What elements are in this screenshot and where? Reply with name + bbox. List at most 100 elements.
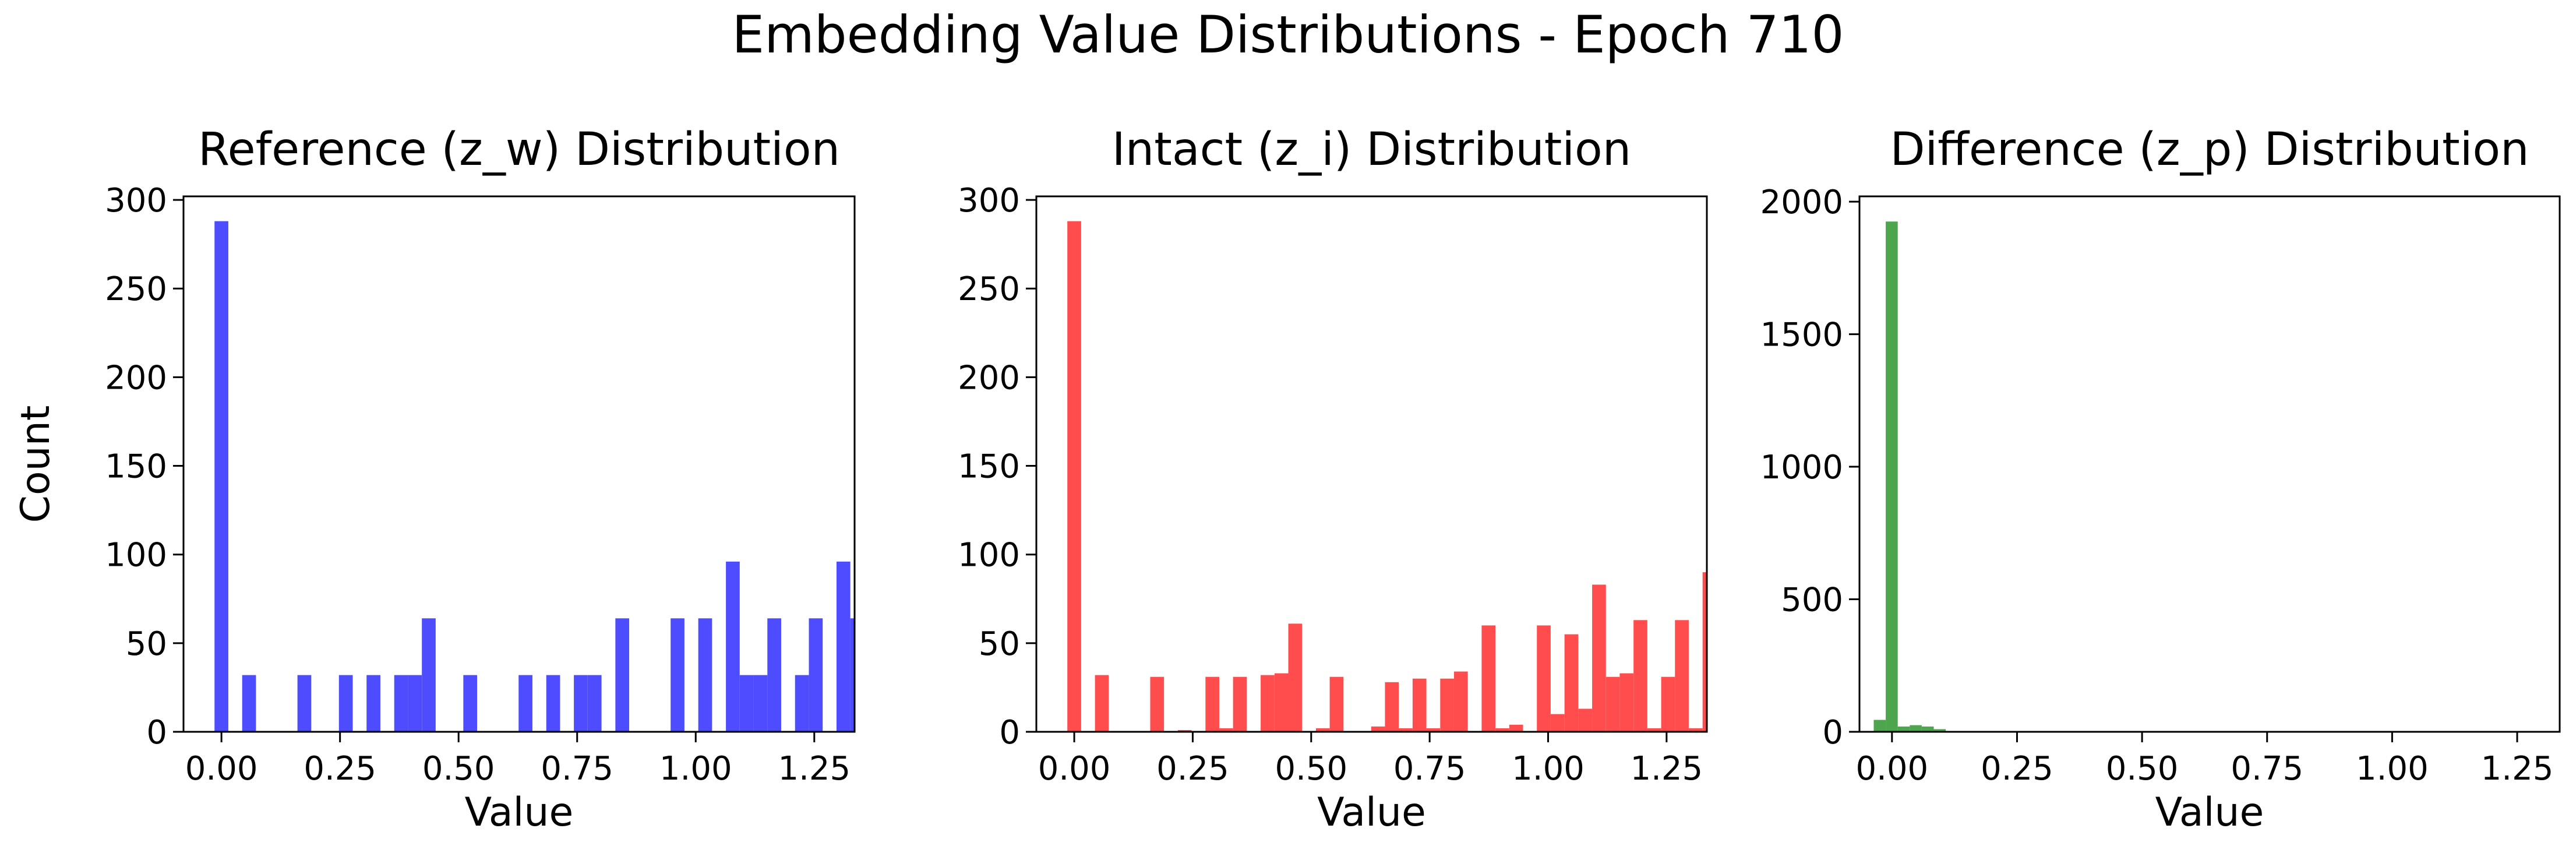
panel-title: Difference (z_p) Distribution [1890, 124, 2529, 176]
panel-3: 0.00 0.25 0.50 0.75 1.00 1.25 0 500 1000 1500 2000… [1760, 124, 2561, 836]
x-axis-label: Value [465, 789, 574, 836]
axes-frame [182, 195, 856, 733]
panel-title: Reference (z_w) Distribution [198, 124, 840, 176]
x-tick-label: 0.50 [1275, 750, 1347, 788]
histogram-bar [1633, 620, 1647, 732]
histogram-bar [1177, 729, 1192, 732]
histogram-bar [809, 618, 823, 732]
x-tick-label: 0.75 [2231, 750, 2303, 788]
x-tick-label: 1.00 [1512, 750, 1585, 788]
histogram-bar [1661, 676, 1675, 732]
histogram-bar [615, 618, 630, 732]
histogram-bar [1399, 728, 1413, 732]
y-tick-label: 250 [105, 270, 167, 308]
histogram-bar [1495, 728, 1509, 732]
histogram-bar [1067, 221, 1081, 732]
x-tick-label: 1.25 [2481, 750, 2554, 788]
histogram-bar [587, 675, 602, 732]
x-tick-label: 0.25 [1156, 750, 1229, 788]
histogram-bar [1453, 671, 1468, 732]
x-tick-label: 1.00 [659, 750, 732, 788]
y-tick-label: 200 [105, 359, 167, 397]
histogram-bar [1329, 676, 1344, 732]
y-tick-label: 200 [958, 359, 1020, 397]
x-tick-label: 0.50 [422, 750, 495, 788]
y-tick-label: 150 [958, 448, 1020, 486]
x-tick-label: 0.25 [304, 750, 376, 788]
histogram-bar [408, 675, 422, 732]
histogram-bar [1675, 620, 1689, 732]
y-tick-label: 50 [126, 625, 167, 663]
histogram-bar [1537, 625, 1551, 732]
histogram-bar [1619, 673, 1634, 732]
histogram-bar [1578, 709, 1592, 732]
histogram-bar [1412, 678, 1427, 732]
histogram-bar [1205, 676, 1219, 732]
y-tick-label: 50 [979, 625, 1020, 663]
histogram-bar [1385, 682, 1399, 732]
y-tick-label: 100 [105, 537, 167, 574]
histogram-bar [518, 675, 532, 732]
y-tick-label: 300 [958, 182, 1020, 220]
y-tick-label: 1000 [1760, 449, 1843, 487]
panel-1: 0.00 0.25 0.50 0.75 1.00 1.25 0 50 100 150 200 250 3… [13, 124, 856, 836]
x-axis-label: Value [1317, 789, 1426, 836]
histogram-bar [850, 618, 855, 732]
histogram-bar [1219, 728, 1233, 732]
x-axis-label: Value [2155, 789, 2264, 836]
histogram-bar [1274, 673, 1289, 732]
histogram-bar [366, 675, 380, 732]
y-tick-label: 1500 [1760, 316, 1843, 354]
histogram-bar [1592, 584, 1606, 732]
histogram-bar [1509, 724, 1523, 732]
histogram-bar [1315, 728, 1330, 732]
figure-title: Embedding Value Distributions - Epoch 71… [732, 5, 1844, 65]
histogram-bar [767, 618, 781, 732]
histogram-bar [1095, 675, 1109, 732]
axes-frame [1858, 195, 2561, 733]
histogram-bar [574, 675, 588, 732]
histogram-bar [214, 221, 228, 732]
y-tick-label: 0 [146, 714, 167, 752]
histogram-bar [726, 561, 740, 732]
y-tick-label: 2000 [1760, 184, 1843, 221]
x-tick-label: 1.00 [2356, 750, 2429, 788]
y-tick-label: 0 [999, 714, 1020, 752]
x-tick-label: 0.25 [1981, 750, 2053, 788]
histogram-bar [698, 618, 712, 732]
x-tick-label: 0.00 [1038, 750, 1111, 788]
x-tick-label: 0.75 [1393, 750, 1466, 788]
histogram-bar [422, 618, 436, 732]
axes-frame [1035, 195, 1708, 733]
x-tick-label: 0.00 [1855, 750, 1928, 788]
histogram-bar [297, 675, 312, 732]
x-tick-label: 1.25 [778, 750, 851, 788]
histogram-bar [1550, 714, 1565, 732]
histogram-bar [1605, 676, 1620, 732]
histogram-bar [795, 675, 809, 732]
x-tick-label: 0.50 [2106, 750, 2179, 788]
y-tick-label: 0 [1822, 714, 1843, 752]
y-tick-label: 100 [958, 537, 1020, 574]
histogram-bar [1897, 726, 1910, 732]
histogram-bar [1440, 678, 1454, 732]
histogram-bar [1233, 676, 1247, 732]
histogram-bar [338, 675, 353, 732]
histogram-bar [1921, 726, 1934, 732]
histogram-bar [463, 675, 478, 732]
histogram-bar [242, 675, 256, 732]
histogram-bar [1933, 729, 1946, 732]
y-tick-label: 300 [105, 182, 167, 220]
histogram-bar [1481, 625, 1496, 732]
histogram-bar [1702, 572, 1707, 732]
panel-title: Intact (z_i) Distribution [1112, 124, 1631, 176]
histogram-bar [836, 561, 851, 732]
histogram-bar [753, 675, 768, 732]
histogram-bar [1689, 728, 1703, 732]
panel-2: 0.00 0.25 0.50 0.75 1.00 1.25 0 50 100 150 200 250 3… [958, 124, 1708, 836]
y-tick-label: 250 [958, 270, 1020, 308]
histogram-bar [1886, 221, 1898, 732]
histogram-bar [1910, 725, 1922, 732]
x-tick-label: 0.00 [185, 750, 258, 788]
